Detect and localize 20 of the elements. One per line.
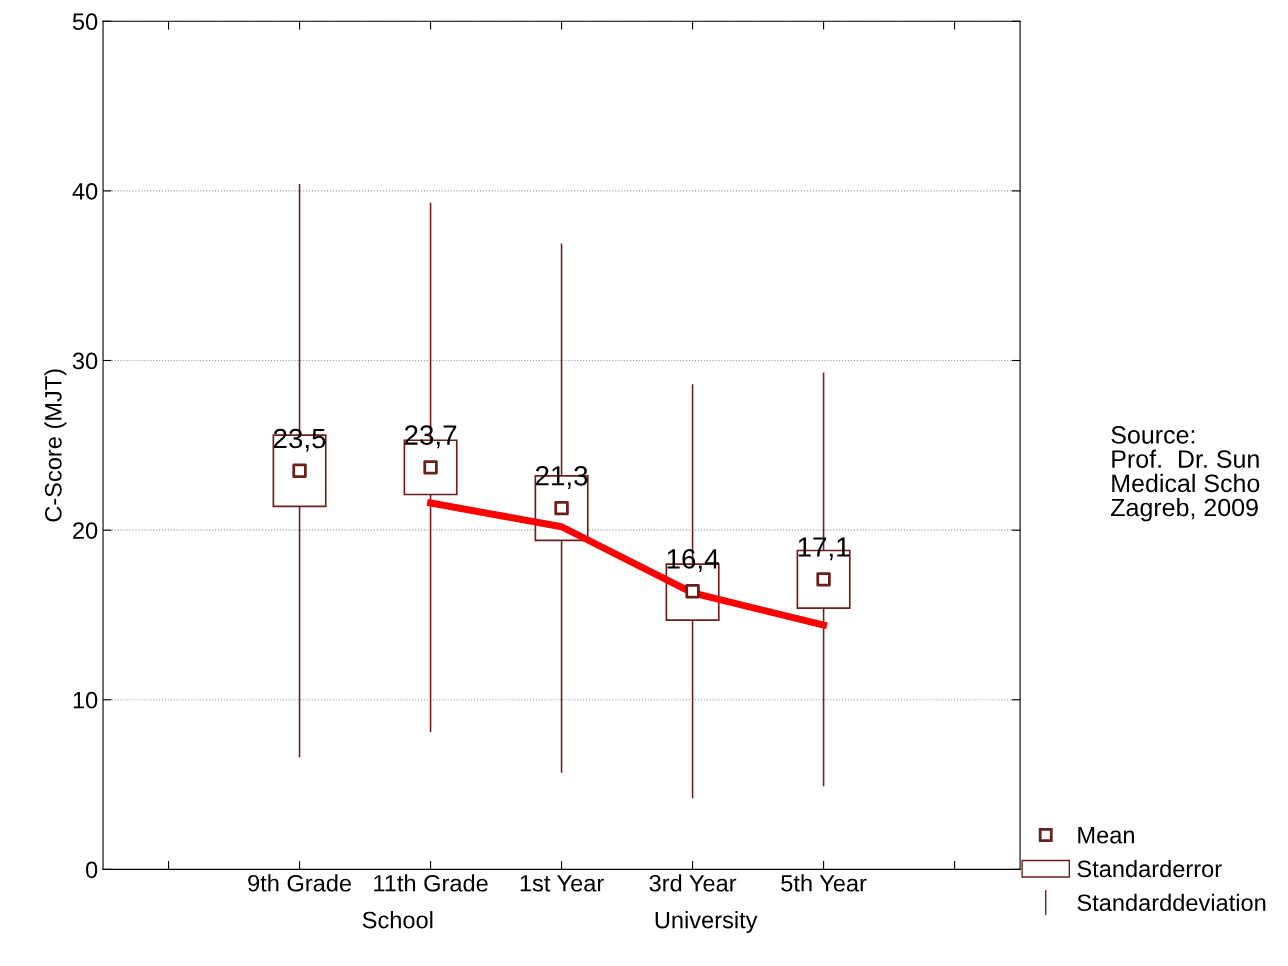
source-note: Source: Prof. Dr. Sun Medical Scho Zagreb, 2009 [1111,426,1260,522]
y-tick-label: 50 [72,13,98,31]
text: University [655,911,758,934]
y-tick-label: 20 [73,522,98,539]
x-tick-label: 3rd Year [649,874,737,892]
y-axis-title: C-Score (MJT) [44,369,67,522]
x-tick-label: 1st Year [520,875,604,892]
legend-label: Standarddeviation [1077,893,1266,912]
y-tick-label: 10 [73,691,98,709]
y-tick-label: 40 [72,182,98,200]
point [554,500,569,516]
x-tick-label: 11th Grade [374,874,488,892]
legend-label: Standarderror [1077,859,1222,878]
x-tick-label: 9th Grade [248,874,352,892]
y-tick-label: 30 [72,352,98,370]
legend-label: Mean [1078,827,1134,844]
x-tick-label: 5th Year [781,874,867,892]
y-tick-label: 0 [85,861,98,879]
text: School [362,911,433,929]
point [292,463,307,478]
